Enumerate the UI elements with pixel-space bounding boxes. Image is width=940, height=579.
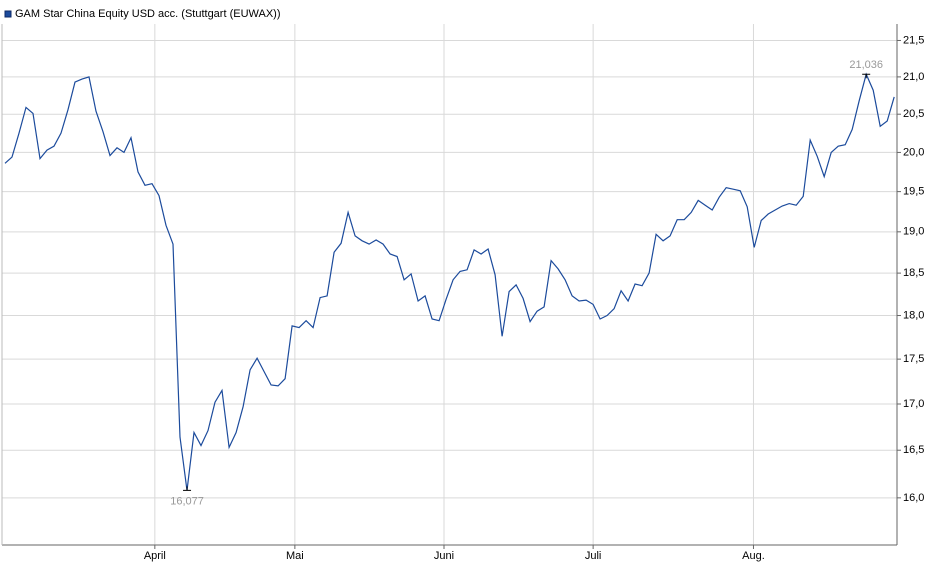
y-tick-label: 16,0 — [903, 492, 924, 504]
extreme-label: 16,077 — [170, 495, 204, 507]
y-tick-label: 21,5 — [903, 34, 924, 46]
x-tick-label: Juli — [585, 550, 602, 562]
y-tick-label: 21,0 — [903, 71, 924, 83]
y-tick-label: 17,0 — [903, 398, 924, 410]
y-tick-label: 17,5 — [903, 353, 924, 365]
y-tick-label: 18,5 — [903, 267, 924, 279]
plot-area — [2, 24, 897, 545]
x-tick-label: Mai — [286, 550, 304, 562]
y-tick-label: 18,0 — [903, 309, 924, 321]
y-tick-label: 19,5 — [903, 186, 924, 198]
legend-label: GAM Star China Equity USD acc. (Stuttgar… — [15, 8, 281, 20]
extreme-marker — [183, 486, 192, 491]
price-line — [4, 72, 895, 491]
x-tick-label: Juni — [434, 550, 454, 562]
extreme-label: 21,036 — [849, 59, 883, 71]
y-tick-label: 20,0 — [903, 146, 924, 158]
y-tick-label: 19,0 — [903, 226, 924, 238]
x-tick-label: Aug. — [742, 550, 765, 562]
y-tick-label: 16,5 — [903, 444, 924, 456]
extreme-marker — [862, 73, 871, 79]
x-tick-label: April — [144, 550, 166, 562]
y-tick-label: 20,5 — [903, 108, 924, 120]
legend-swatch — [4, 10, 12, 18]
